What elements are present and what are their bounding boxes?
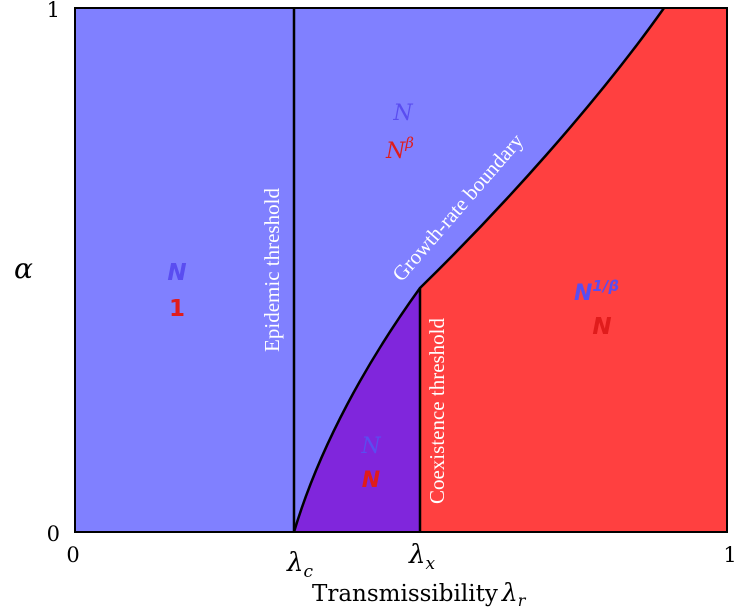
x-axis-title-text: Transmissibility xyxy=(312,581,498,607)
region-right-top-exp: 1/β xyxy=(592,277,619,295)
x-tick-lambda-x-symbol: λ xyxy=(408,540,425,570)
x-axis-min-label: 0 xyxy=(66,543,79,567)
x-tick-lambda-c: λc xyxy=(286,548,313,582)
region-lower-middle-bottom-label: N xyxy=(362,468,380,493)
y-axis-symbol: α xyxy=(14,252,33,285)
region-left-bottom-label: 1 xyxy=(169,296,185,322)
region-lower-middle-fill xyxy=(294,288,420,532)
x-axis-title-symbol: λ xyxy=(501,578,518,607)
x-axis-title: Transmissibility λr xyxy=(312,578,527,610)
plot-frame xyxy=(74,7,728,533)
x-axis-max-label: 1 xyxy=(723,543,736,567)
region-upper-middle-bottom-base: N xyxy=(385,139,406,164)
region-right-top-label: N1/β xyxy=(574,277,619,306)
region-right-bottom-label: N xyxy=(592,314,611,340)
growth-rate-boundary-curve xyxy=(292,7,666,533)
y-axis-max-label: 1 xyxy=(47,0,60,22)
region-upper-middle-bottom-label: Nβ xyxy=(385,134,414,164)
epidemic-threshold-label: Epidemic threshold xyxy=(260,188,284,352)
x-axis-title-sub: r xyxy=(518,591,527,610)
y-axis-min-label: 0 xyxy=(47,522,60,546)
x-tick-lambda-c-symbol: λ xyxy=(286,548,303,578)
region-right-top-base: N xyxy=(574,281,592,306)
region-lower-middle-top-label: N xyxy=(360,434,381,459)
region-upper-middle-bottom-exp: β xyxy=(404,134,414,152)
coexistence-threshold-label: Coexistence threshold xyxy=(425,317,449,504)
region-left-fill xyxy=(75,8,294,532)
region-left-top-label: N xyxy=(167,260,186,286)
region-right-fill xyxy=(420,8,727,532)
x-tick-lambda-x-sub: x xyxy=(425,554,435,574)
region-upper-middle-fill xyxy=(294,8,664,532)
region-upper-middle-top-label: N xyxy=(392,101,413,126)
x-tick-lambda-c-sub: c xyxy=(303,562,313,582)
x-tick-lambda-x: λx xyxy=(408,540,435,574)
